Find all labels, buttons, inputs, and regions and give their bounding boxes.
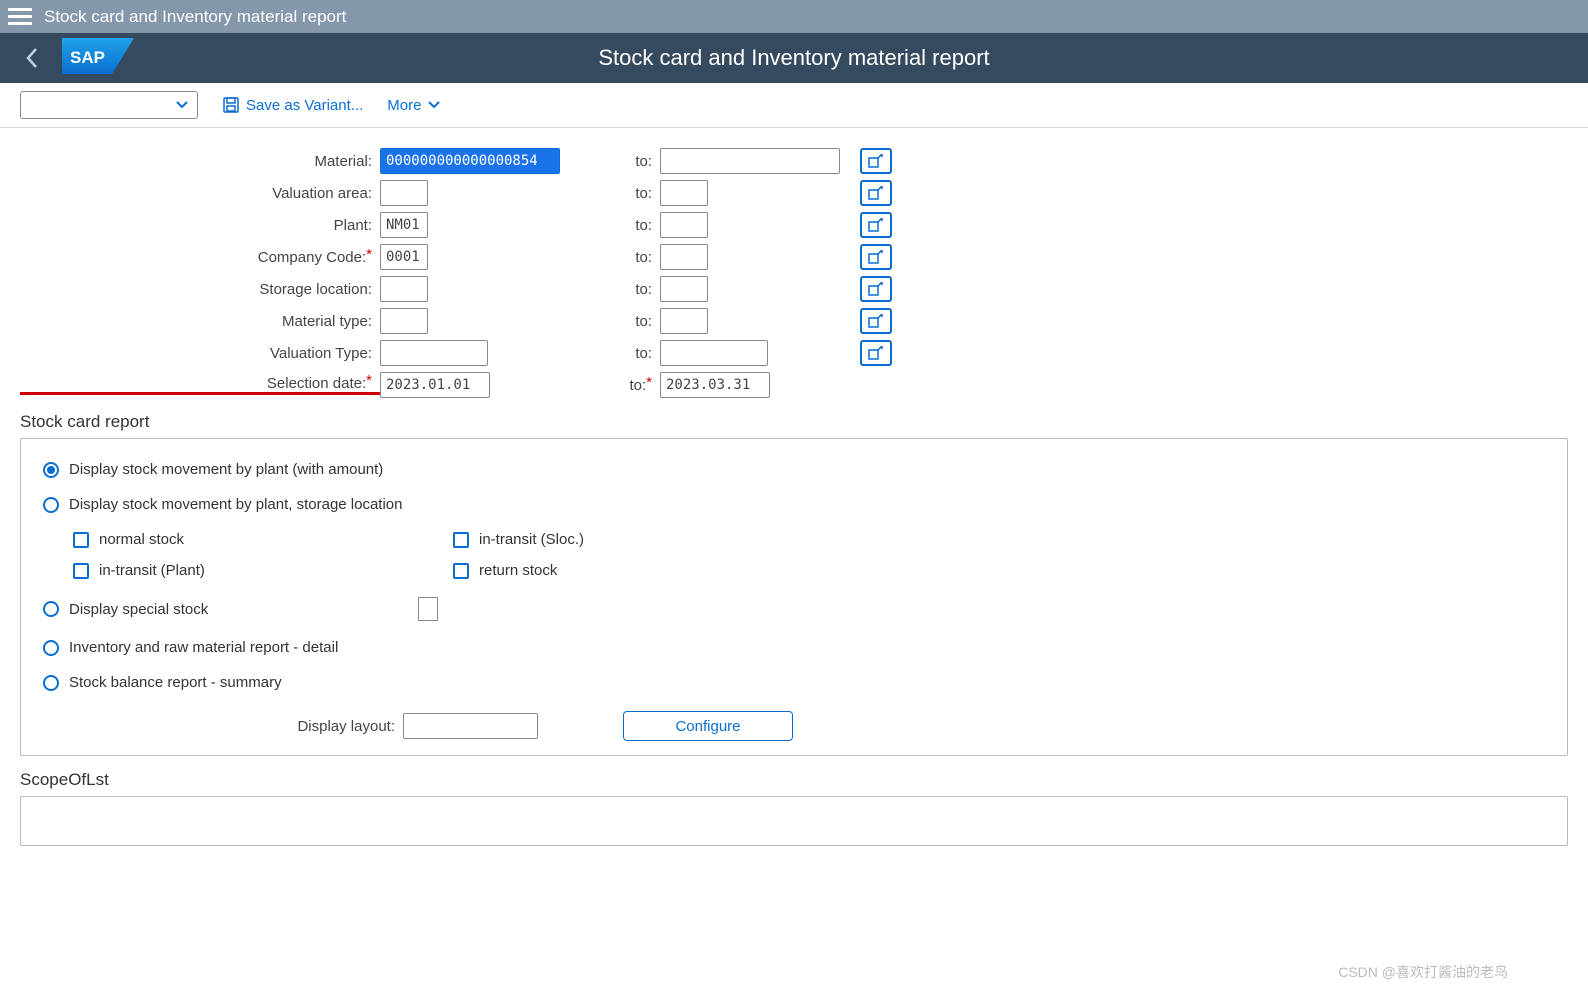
from-input[interactable] — [380, 212, 428, 238]
to-label: to: — [600, 281, 660, 298]
field-label: Storage location: — [20, 281, 380, 298]
field-label: Material: — [20, 153, 380, 170]
to-label: to: — [600, 153, 660, 170]
field-label: Selection date:* — [20, 375, 380, 395]
field-label: Valuation area: — [20, 185, 380, 202]
multiple-selection-button[interactable] — [860, 180, 892, 206]
display-layout-label: Display layout: — [43, 718, 403, 735]
radio-icon[interactable] — [43, 462, 59, 478]
checkbox-grid: normal stock in-transit (Sloc.) in-trans… — [73, 531, 1545, 579]
multiple-selection-button[interactable] — [860, 308, 892, 334]
checkbox-label: in-transit (Sloc.) — [479, 531, 584, 548]
stock-card-group-title: Stock card report — [20, 412, 1568, 432]
from-input[interactable] — [380, 276, 428, 302]
content: Material: to: Valuation area: to: Plant: to: C… — [0, 128, 1588, 846]
scope-group — [20, 796, 1568, 846]
field-label: Plant: — [20, 217, 380, 234]
more-label: More — [387, 97, 421, 114]
to-input[interactable] — [660, 148, 840, 174]
more-button[interactable]: More — [387, 97, 441, 114]
to-input[interactable] — [660, 372, 770, 398]
menu-icon[interactable] — [8, 5, 32, 29]
special-stock-input[interactable] — [418, 597, 438, 621]
save-as-variant-button[interactable]: Save as Variant... — [222, 96, 363, 114]
to-label: to: — [600, 185, 660, 202]
radio-display-special-stock[interactable]: Display special stock — [43, 597, 1545, 621]
back-button[interactable] — [12, 38, 52, 78]
radio-icon[interactable] — [43, 640, 59, 656]
to-label: to: — [600, 345, 660, 362]
radio-icon[interactable] — [43, 497, 59, 513]
field-label: Valuation Type: — [20, 345, 380, 362]
check-intransit-plant[interactable]: in-transit (Plant) — [73, 562, 453, 579]
radio-label: Display stock movement by plant (with am… — [69, 461, 383, 478]
from-input[interactable] — [380, 372, 490, 398]
checkbox-icon[interactable] — [453, 532, 469, 548]
radio-label: Stock balance report - summary — [69, 674, 282, 691]
radio-icon[interactable] — [43, 601, 59, 617]
to-label: to: — [600, 313, 660, 330]
toolbar: Save as Variant... More — [0, 83, 1588, 128]
field-label: Company Code:* — [20, 249, 380, 266]
configure-button[interactable]: Configure — [623, 711, 793, 741]
chevron-down-icon — [175, 100, 189, 110]
checkbox-label: normal stock — [99, 531, 184, 548]
checkbox-label: return stock — [479, 562, 557, 579]
radio-label: Inventory and raw material report - deta… — [69, 639, 338, 656]
scope-group-title: ScopeOfLst — [20, 770, 1568, 790]
checkbox-icon[interactable] — [73, 532, 89, 548]
stock-card-group: Display stock movement by plant (with am… — [20, 438, 1568, 756]
to-input[interactable] — [660, 244, 708, 270]
to-label: to: — [600, 249, 660, 266]
chevron-down-icon — [427, 100, 441, 110]
sap-logo: SAP — [62, 38, 134, 79]
to-input[interactable] — [660, 276, 708, 302]
from-input[interactable] — [380, 340, 488, 366]
display-layout-row: Display layout: Configure — [43, 711, 1545, 741]
checkbox-label: in-transit (Plant) — [99, 562, 205, 579]
check-normal-stock[interactable]: normal stock — [73, 531, 453, 548]
shell-bar: Stock card and Inventory material report — [0, 0, 1588, 33]
field-label: Material type: — [20, 313, 380, 330]
check-return-stock[interactable]: return stock — [453, 562, 753, 579]
svg-text:SAP: SAP — [70, 48, 105, 67]
from-input[interactable] — [380, 308, 428, 334]
from-input[interactable] — [380, 180, 428, 206]
multiple-selection-button[interactable] — [860, 244, 892, 270]
radio-stock-balance-summary[interactable]: Stock balance report - summary — [43, 674, 1545, 691]
header-bar: SAP Stock card and Inventory material re… — [0, 33, 1588, 83]
variant-select[interactable] — [20, 91, 198, 119]
multiple-selection-button[interactable] — [860, 212, 892, 238]
shell-title: Stock card and Inventory material report — [44, 7, 346, 27]
to-input[interactable] — [660, 308, 708, 334]
checkbox-icon[interactable] — [453, 563, 469, 579]
multiple-selection-button[interactable] — [860, 148, 892, 174]
to-input[interactable] — [660, 212, 708, 238]
selection-grid: Material: to: Valuation area: to: Plant: to: C… — [20, 148, 1568, 398]
checkbox-icon[interactable] — [73, 563, 89, 579]
multiple-selection-button[interactable] — [860, 340, 892, 366]
radio-label: Display stock movement by plant, storage… — [69, 496, 403, 513]
to-label: to: — [600, 217, 660, 234]
check-intransit-sloc[interactable]: in-transit (Sloc.) — [453, 531, 753, 548]
radio-display-by-plant-amount[interactable]: Display stock movement by plant (with am… — [43, 461, 1545, 478]
to-label: to:* — [600, 377, 660, 394]
to-input[interactable] — [660, 180, 708, 206]
to-input[interactable] — [660, 340, 768, 366]
radio-inventory-raw-detail[interactable]: Inventory and raw material report - deta… — [43, 639, 1545, 656]
display-layout-input[interactable] — [403, 713, 538, 739]
page-title: Stock card and Inventory material report — [598, 45, 989, 71]
from-input[interactable] — [380, 148, 560, 174]
multiple-selection-button[interactable] — [860, 276, 892, 302]
radio-display-by-plant-storage[interactable]: Display stock movement by plant, storage… — [43, 496, 1545, 513]
radio-label: Display special stock — [69, 601, 208, 618]
save-variant-label: Save as Variant... — [246, 97, 363, 114]
watermark: CSDN @喜欢打酱油的老鸟 — [1338, 962, 1508, 982]
save-icon — [222, 96, 240, 114]
radio-icon[interactable] — [43, 675, 59, 691]
from-input[interactable] — [380, 244, 428, 270]
